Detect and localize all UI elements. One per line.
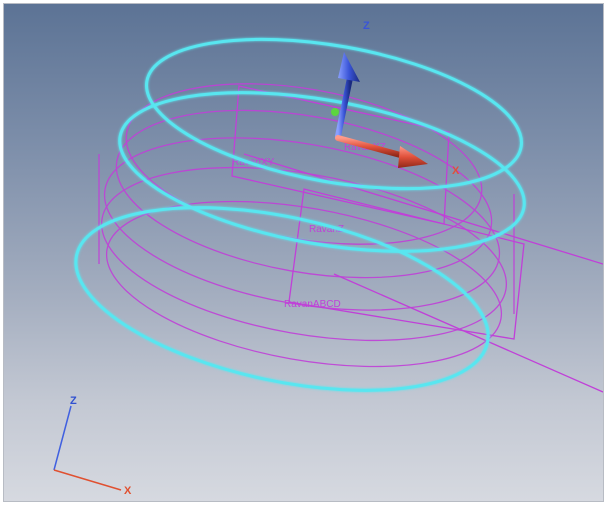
- cyan-circle-top[interactable]: [135, 14, 533, 214]
- helix-ring-5[interactable]: [94, 174, 514, 393]
- scene-canvas[interactable]: RavanXY RavanXZ RavanZ RavanABCD Z X Z X: [4, 4, 603, 501]
- helix-ring-3[interactable]: [91, 110, 513, 337]
- manipulator-z-arrowhead[interactable]: [338, 52, 360, 82]
- cyan-circle-bottom[interactable]: [60, 175, 505, 423]
- triad-x-axis: [53, 469, 122, 491]
- guide-line-lower[interactable]: [333, 273, 603, 393]
- manipulator-x-label: X: [452, 165, 460, 177]
- manipulator-origin-dot[interactable]: [331, 108, 339, 116]
- helix-ring-2[interactable]: [103, 84, 504, 304]
- axis-triad: Z X: [53, 395, 132, 497]
- helix-ring-4[interactable]: [88, 140, 520, 369]
- manipulator-z-shaft[interactable]: [335, 75, 353, 139]
- cyan-curves[interactable]: [60, 14, 537, 423]
- cyan-circle-middle[interactable]: [108, 65, 537, 278]
- guide-lines[interactable]: [243, 153, 603, 393]
- plane-abcd[interactable]: [288, 188, 525, 340]
- helix-ring-1[interactable]: [114, 59, 495, 269]
- plane-z-label: RavanZ: [309, 224, 344, 235]
- triad-x-label: X: [124, 485, 132, 497]
- guide-line-upper[interactable]: [243, 153, 603, 265]
- 3d-viewport[interactable]: RavanXY RavanXZ RavanZ RavanABCD Z X Z X: [3, 3, 604, 502]
- manipulator-x-shaft[interactable]: [335, 135, 407, 159]
- plane-xy-label: RavanXY: [232, 157, 275, 168]
- manipulator-x-arrowhead[interactable]: [398, 146, 428, 168]
- triad-z-axis: [53, 405, 72, 471]
- move-manipulator[interactable]: Z X: [331, 20, 460, 177]
- triad-z-label: Z: [70, 395, 77, 407]
- plane-abcd-label: RavanABCD: [284, 299, 341, 310]
- reference-planes[interactable]: [231, 85, 525, 340]
- manipulator-z-label: Z: [363, 20, 370, 32]
